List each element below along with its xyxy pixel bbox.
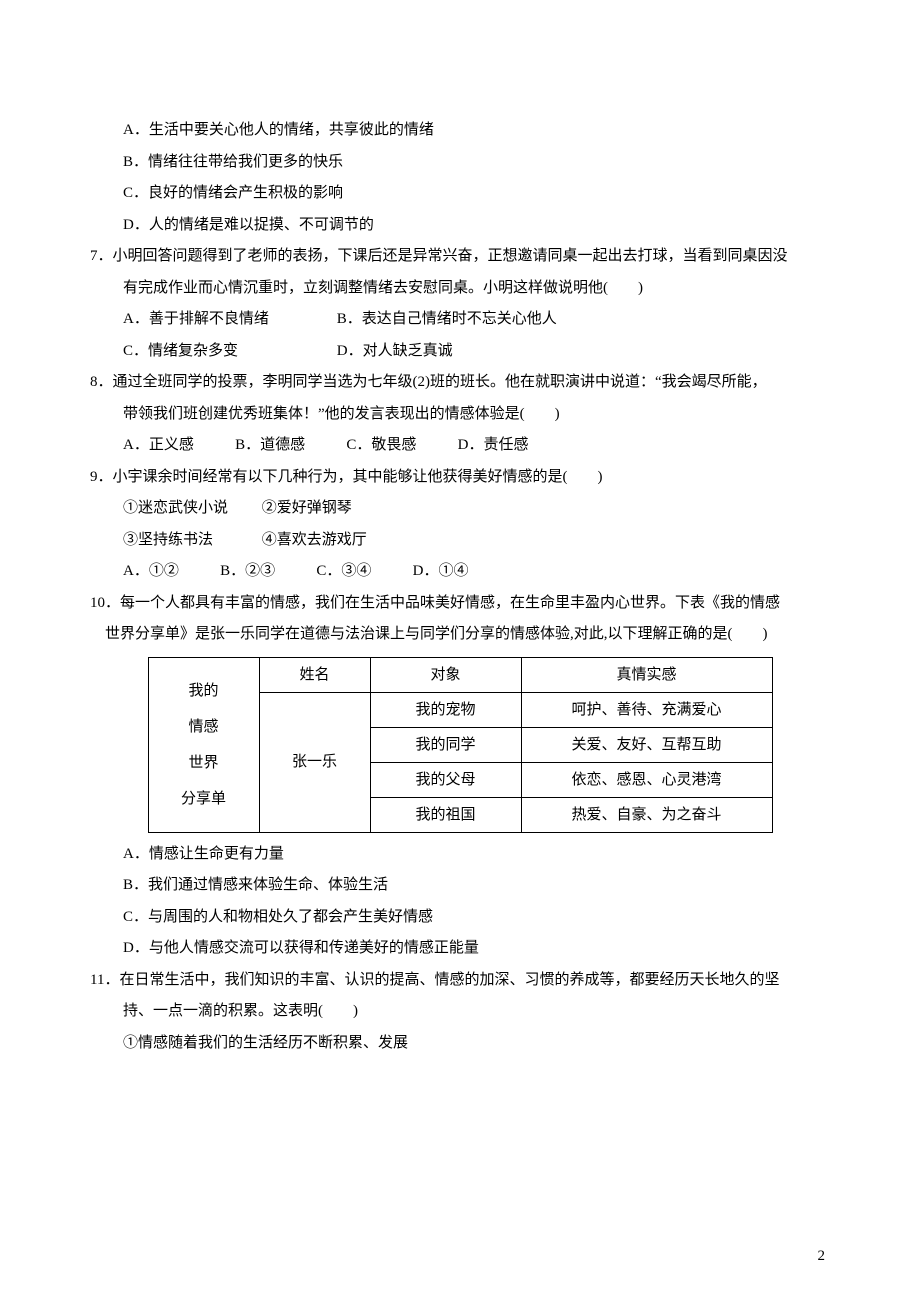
q7-option-d: D．对人缺乏真诚 bbox=[337, 336, 453, 368]
q9-item-4: ④喜欢去游戏厅 bbox=[262, 532, 367, 548]
q8-stem-line1: 8．通过全班同学的投票，李明同学当选为七年级(2)班的班长。他在就职演讲中说道：… bbox=[90, 367, 830, 399]
q10-option-d: D．与他人情感交流可以获得和传递美好的情感正能量 bbox=[90, 933, 830, 965]
q7-option-a: A．善于排解不良情绪 bbox=[123, 304, 333, 336]
q6-option-c: C．良好的情绪会产生积极的影响 bbox=[90, 178, 830, 210]
question-9: 9．小宇课余时间经常有以下几种行为，其中能够让他获得美好情感的是( ) ①迷恋武… bbox=[90, 462, 830, 588]
q11-stem-line2: 持、一点一滴的积累。这表明( ) bbox=[90, 996, 830, 1028]
q8-option-a: A．正义感 bbox=[123, 430, 194, 462]
q10-option-a: A．情感让生命更有力量 bbox=[90, 839, 830, 871]
table-header-name: 姓名 bbox=[259, 657, 370, 692]
q9-option-a: A．①② bbox=[123, 556, 179, 588]
q6-option-a: A．生活中要关心他人的情绪，共享彼此的情绪 bbox=[90, 115, 830, 147]
q9-item-3: ③坚持练书法 bbox=[123, 525, 258, 557]
q6-option-b: B．情绪往往带给我们更多的快乐 bbox=[90, 147, 830, 179]
q8-stem-line2: 带领我们班创建优秀班集体！”他的发言表现出的情感体验是( ) bbox=[90, 399, 830, 431]
table-header-object: 对象 bbox=[370, 657, 521, 692]
q11-item-1: ①情感随着我们的生活经历不断积累、发展 bbox=[90, 1028, 830, 1060]
q7-stem-line1: 7．小明回答问题得到了老师的表扬，下课后还是异常兴奋，正想邀请同桌一起出去打球，… bbox=[90, 241, 830, 273]
q8-option-d: D．责任感 bbox=[458, 430, 529, 462]
table-cell-feeling: 关爱、友好、互帮互助 bbox=[521, 727, 772, 762]
table-cell-object: 我的宠物 bbox=[370, 692, 521, 727]
question-7: 7．小明回答问题得到了老师的表扬，下课后还是异常兴奋，正想邀请同桌一起出去打球，… bbox=[90, 241, 830, 367]
question-6-options: A．生活中要关心他人的情绪，共享彼此的情绪 B．情绪往往带给我们更多的快乐 C．… bbox=[90, 115, 830, 241]
table-cell-feeling: 依恋、感恩、心灵港湾 bbox=[521, 762, 772, 797]
q10-option-c: C．与周围的人和物相处久了都会产生美好情感 bbox=[90, 902, 830, 934]
table-rowhead: 我的 情感 世界 分享单 bbox=[148, 657, 259, 832]
q11-stem-line1: 11．在日常生活中，我们知识的丰富、认识的提高、情感的加深、习惯的养成等，都要经… bbox=[90, 965, 830, 997]
question-11: 11．在日常生活中，我们知识的丰富、认识的提高、情感的加深、习惯的养成等，都要经… bbox=[90, 965, 830, 1060]
table-cell-object: 我的父母 bbox=[370, 762, 521, 797]
table-cell-object: 我的同学 bbox=[370, 727, 521, 762]
table-header-feeling: 真情实感 bbox=[521, 657, 772, 692]
question-10: 10．每一个人都具有丰富的情感，我们在生活中品味美好情感，在生命里丰盈内心世界。… bbox=[90, 588, 830, 965]
page-number: 2 bbox=[818, 1241, 826, 1273]
q10-stem-line1: 10．每一个人都具有丰富的情感，我们在生活中品味美好情感，在生命里丰盈内心世界。… bbox=[90, 588, 830, 620]
table-cell-object: 我的祖国 bbox=[370, 797, 521, 832]
q7-option-c: C．情绪复杂多变 bbox=[123, 336, 333, 368]
q8-option-b: B．道德感 bbox=[235, 430, 305, 462]
table-cell-feeling: 热爱、自豪、为之奋斗 bbox=[521, 797, 772, 832]
q9-option-d: D．①④ bbox=[413, 556, 469, 588]
q8-option-c: C．敬畏感 bbox=[346, 430, 416, 462]
q6-option-d: D．人的情绪是难以捉摸、不可调节的 bbox=[90, 210, 830, 242]
q10-option-b: B．我们通过情感来体验生命、体验生活 bbox=[90, 870, 830, 902]
q7-option-b: B．表达自己情绪时不忘关心他人 bbox=[337, 304, 557, 336]
table-cell-feeling: 呵护、善待、充满爱心 bbox=[521, 692, 772, 727]
q9-stem: 9．小宇课余时间经常有以下几种行为，其中能够让他获得美好情感的是( ) bbox=[90, 462, 830, 494]
q9-item-1: ①迷恋武侠小说 bbox=[123, 493, 258, 525]
question-8: 8．通过全班同学的投票，李明同学当选为七年级(2)班的班长。他在就职演讲中说道：… bbox=[90, 367, 830, 462]
table-name-cell: 张一乐 bbox=[259, 692, 370, 832]
q9-option-b: B．②③ bbox=[220, 556, 275, 588]
q10-table: 我的 情感 世界 分享单 姓名 对象 真情实感 张一乐 我的宠物 呵护、善待、充… bbox=[148, 657, 773, 833]
q9-option-c: C．③④ bbox=[316, 556, 371, 588]
q7-stem-line2: 有完成作业而心情沉重时，立刻调整情绪去安慰同桌。小明这样做说明他( ) bbox=[90, 273, 830, 305]
q10-stem-line2: 世界分享单》是张一乐同学在道德与法治课上与同学们分享的情感体验,对此,以下理解正… bbox=[90, 619, 830, 651]
q9-item-2: ②爱好弹钢琴 bbox=[262, 500, 352, 516]
